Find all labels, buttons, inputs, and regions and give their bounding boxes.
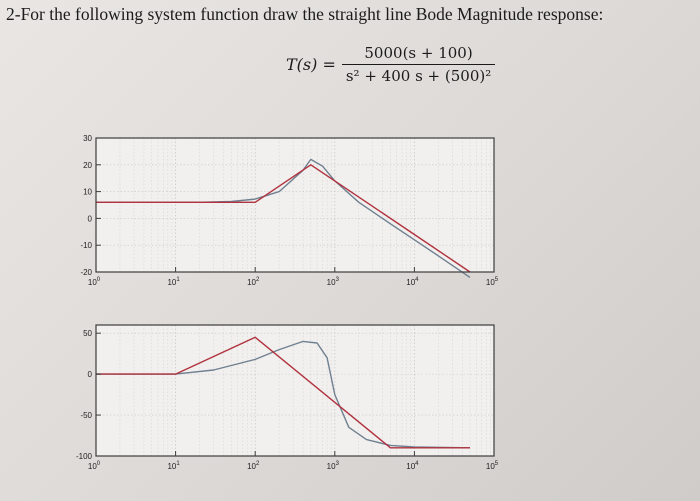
x-tick-label: 103	[327, 461, 340, 471]
plot-frame	[95, 137, 495, 273]
tf-denominator: s² + 400 s + (500)²	[345, 67, 492, 86]
y-tick-label: 50	[83, 329, 92, 338]
asymptote-line	[96, 164, 471, 273]
asymptote-line	[96, 336, 470, 449]
tf-lhs: T(s) =	[286, 55, 336, 75]
tf-fraction: 5000(s + 100) s² + 400 s + (500)²	[341, 44, 496, 86]
x-tick-label: 100	[88, 461, 101, 471]
x-tick-label: 102	[247, 461, 260, 471]
x-tick-label: 101	[167, 277, 180, 287]
x-tick-label: 100	[88, 277, 101, 287]
y-tick-label: -20	[80, 268, 92, 277]
question-text: 2-For the following system function draw…	[6, 4, 604, 24]
x-tick-label: 105	[486, 461, 499, 471]
y-tick-label: -10	[80, 241, 92, 250]
y-tick-label: 10	[83, 188, 92, 197]
fraction-bar	[341, 64, 496, 66]
y-tick-label: 20	[83, 161, 92, 170]
x-tick-label: 104	[406, 461, 419, 471]
y-tick-label: 0	[88, 214, 93, 223]
y-tick-label: 0	[88, 370, 93, 379]
plot-area	[96, 138, 494, 272]
x-tick-label: 101	[167, 461, 180, 471]
transfer-function: T(s) = 5000(s + 100) s² + 400 s + (500)²	[286, 44, 496, 86]
plot-area	[96, 325, 494, 456]
plot-frame	[95, 324, 495, 457]
x-tick-label: 102	[247, 277, 260, 287]
y-tick-label: 30	[83, 134, 92, 143]
y-tick-label: -50	[80, 411, 92, 420]
exact-curve	[96, 158, 471, 278]
y-tick-label: -100	[76, 452, 93, 461]
x-tick-label: 104	[406, 277, 419, 287]
x-tick-label: 105	[486, 277, 499, 287]
x-tick-label: 103	[327, 277, 340, 287]
tf-numerator: 5000(s + 100)	[364, 44, 473, 62]
